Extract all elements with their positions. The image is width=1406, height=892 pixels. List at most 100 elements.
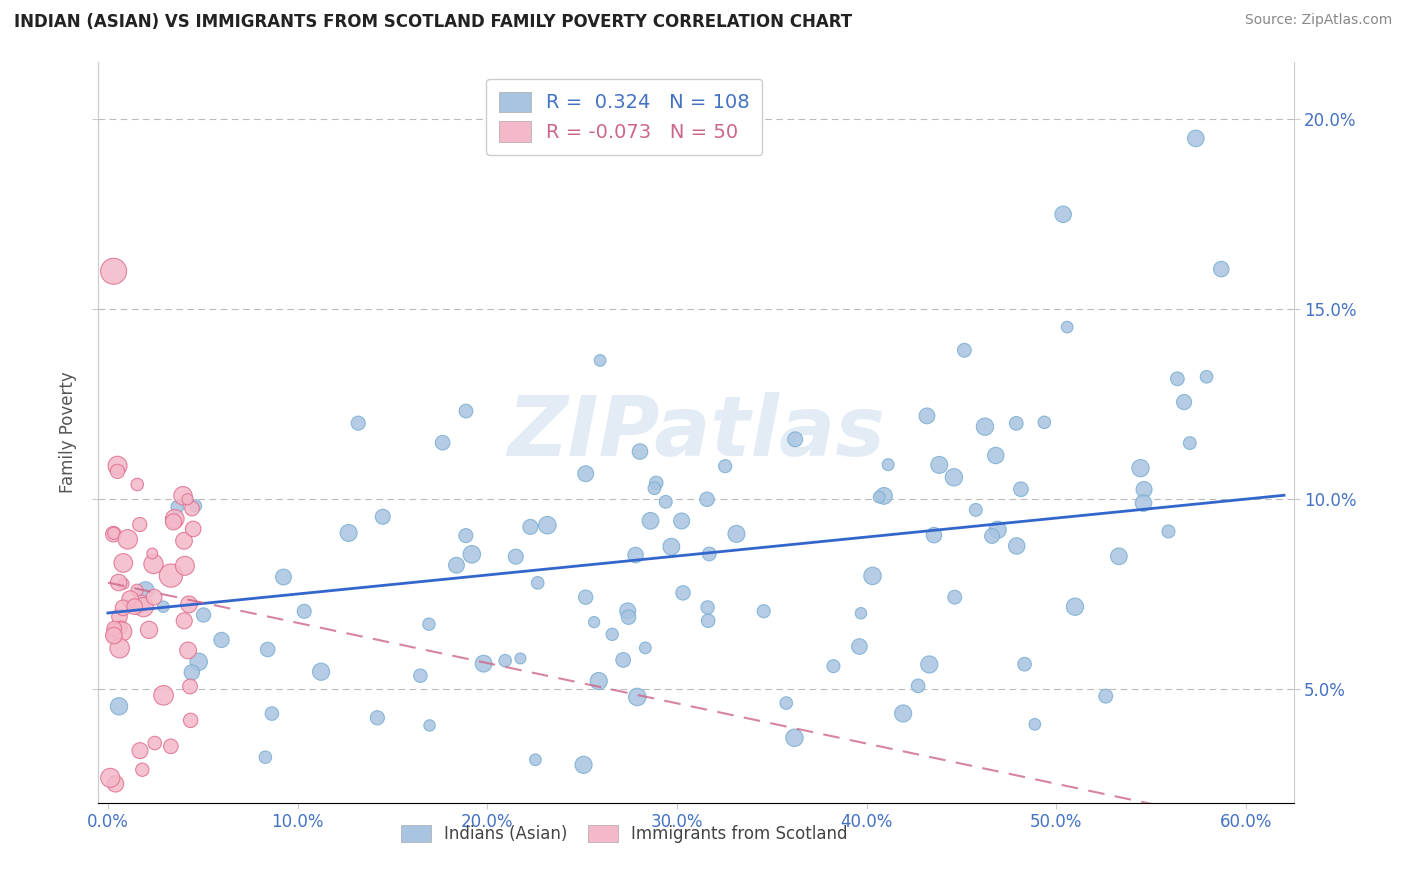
Point	[127, 583, 149, 598]
Point	[110, 620, 132, 634]
Point	[697, 614, 720, 628]
Point	[103, 264, 125, 278]
Point	[696, 492, 718, 507]
Point	[163, 512, 186, 526]
Point	[142, 557, 165, 571]
Point	[1005, 417, 1028, 431]
Point	[588, 673, 610, 688]
Point	[273, 570, 295, 584]
Point	[173, 558, 195, 573]
Point	[108, 609, 131, 624]
Point	[129, 744, 152, 758]
Point	[536, 518, 558, 533]
Point	[173, 614, 195, 628]
Point	[524, 753, 547, 767]
Point	[256, 642, 278, 657]
Point	[953, 343, 976, 358]
Point	[600, 627, 623, 641]
Point	[1010, 482, 1032, 496]
Point	[181, 522, 204, 536]
Point	[1185, 131, 1208, 145]
Point	[176, 492, 198, 507]
Point	[1024, 717, 1046, 731]
Point	[409, 669, 432, 683]
Point	[1052, 207, 1074, 221]
Point	[626, 690, 648, 704]
Point	[103, 624, 125, 638]
Point	[371, 509, 394, 524]
Point	[891, 706, 914, 721]
Point	[177, 643, 200, 657]
Point	[112, 576, 135, 591]
Point	[589, 353, 612, 368]
Point	[752, 604, 775, 618]
Point	[628, 444, 651, 458]
Point	[143, 736, 166, 750]
Point	[103, 629, 125, 643]
Point	[1056, 320, 1078, 334]
Point	[509, 651, 531, 665]
Point	[640, 514, 662, 528]
Point	[1033, 416, 1056, 430]
Point	[981, 529, 1004, 543]
Point	[1132, 496, 1154, 510]
Point	[848, 640, 870, 654]
Point	[659, 540, 682, 554]
Point	[184, 499, 207, 513]
Point	[180, 714, 202, 728]
Point	[714, 459, 737, 474]
Point	[575, 467, 598, 481]
Point	[696, 600, 718, 615]
Point	[124, 599, 146, 614]
Point	[129, 597, 152, 611]
Point	[519, 520, 541, 534]
Text: INDIAN (ASIAN) VS IMMIGRANTS FROM SCOTLAND FAMILY POVERTY CORRELATION CHART: INDIAN (ASIAN) VS IMMIGRANTS FROM SCOTLA…	[14, 13, 852, 31]
Point	[1094, 689, 1116, 703]
Point	[366, 711, 388, 725]
Point	[697, 547, 720, 561]
Point	[472, 657, 495, 671]
Point	[107, 464, 129, 478]
Point	[918, 657, 941, 672]
Text: Source: ZipAtlas.com: Source: ZipAtlas.com	[1244, 13, 1392, 28]
Point	[1211, 262, 1233, 277]
Point	[117, 533, 139, 547]
Point	[612, 653, 634, 667]
Point	[928, 458, 950, 472]
Point	[849, 607, 872, 621]
Legend: Indians (Asian), Immigrants from Scotland: Indians (Asian), Immigrants from Scotlan…	[394, 819, 855, 850]
Point	[120, 592, 142, 607]
Point	[922, 528, 945, 542]
Point	[454, 404, 477, 418]
Point	[1014, 657, 1036, 672]
Point	[583, 615, 606, 629]
Point	[177, 598, 200, 612]
Point	[984, 449, 1007, 463]
Point	[877, 458, 900, 472]
Point	[193, 607, 215, 622]
Point	[1005, 539, 1028, 553]
Point	[454, 528, 477, 542]
Point	[347, 416, 370, 430]
Point	[108, 641, 131, 656]
Point	[505, 549, 527, 564]
Point	[655, 495, 678, 509]
Point	[725, 527, 748, 541]
Point	[104, 777, 127, 791]
Point	[166, 500, 188, 514]
Point	[128, 517, 150, 532]
Point	[108, 699, 131, 714]
Point	[160, 739, 183, 754]
Point	[111, 624, 134, 639]
Point	[1195, 369, 1218, 384]
Point	[785, 433, 807, 447]
Point	[1157, 524, 1180, 539]
Point	[974, 419, 997, 434]
Point	[823, 659, 845, 673]
Point	[160, 568, 183, 582]
Point	[172, 489, 194, 503]
Point	[943, 590, 966, 604]
Point	[152, 689, 174, 703]
Point	[260, 706, 283, 721]
Point	[1178, 436, 1201, 450]
